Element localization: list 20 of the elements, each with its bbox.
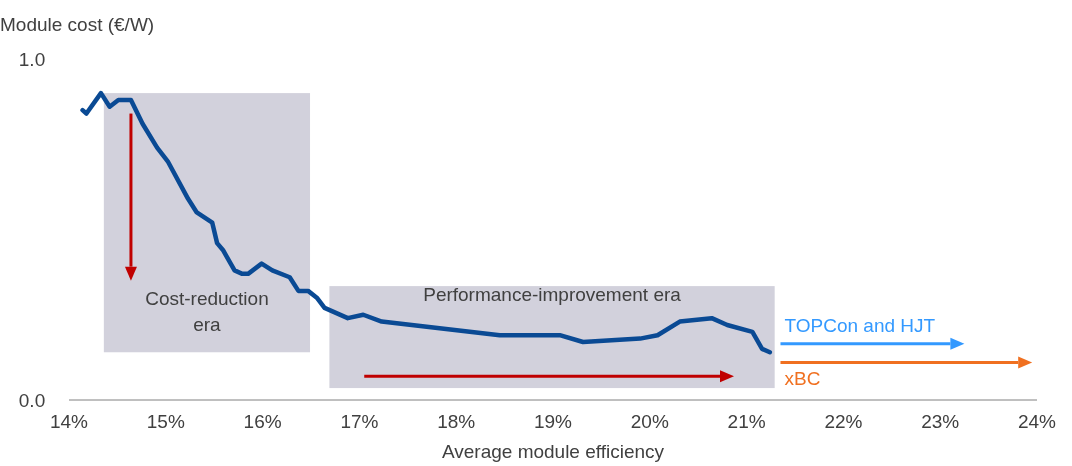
- y-tick-label: 0.0: [18, 390, 46, 411]
- x-tick-label: 23%: [921, 411, 960, 432]
- x-tick-label: 14%: [49, 411, 89, 432]
- x-tick-label: 17%: [340, 411, 379, 432]
- x-tick-label: 15%: [146, 411, 185, 432]
- x-tick-label: 18%: [437, 411, 476, 432]
- x-tick-label: 19%: [533, 411, 573, 432]
- line-series: [80, 90, 773, 355]
- x-tick-label: 21%: [727, 411, 766, 432]
- x-axis-title: Average module efficiency: [441, 441, 665, 462]
- y-axis-title: Module cost (€/W): [0, 14, 155, 35]
- annotation: TOPCon and HJT: [784, 314, 936, 336]
- y-tick-label: 1.0: [18, 49, 46, 70]
- x-tick-label: 16%: [243, 411, 282, 432]
- annotation: xBC: [784, 367, 821, 389]
- x-tick-label: 20%: [630, 411, 669, 432]
- band-label: Cost-reduction era: [145, 287, 269, 335]
- x-tick-label: 24%: [1017, 411, 1057, 432]
- band-label: Performance-improvement era: [423, 284, 682, 306]
- x-tick-label: 22%: [824, 411, 863, 432]
